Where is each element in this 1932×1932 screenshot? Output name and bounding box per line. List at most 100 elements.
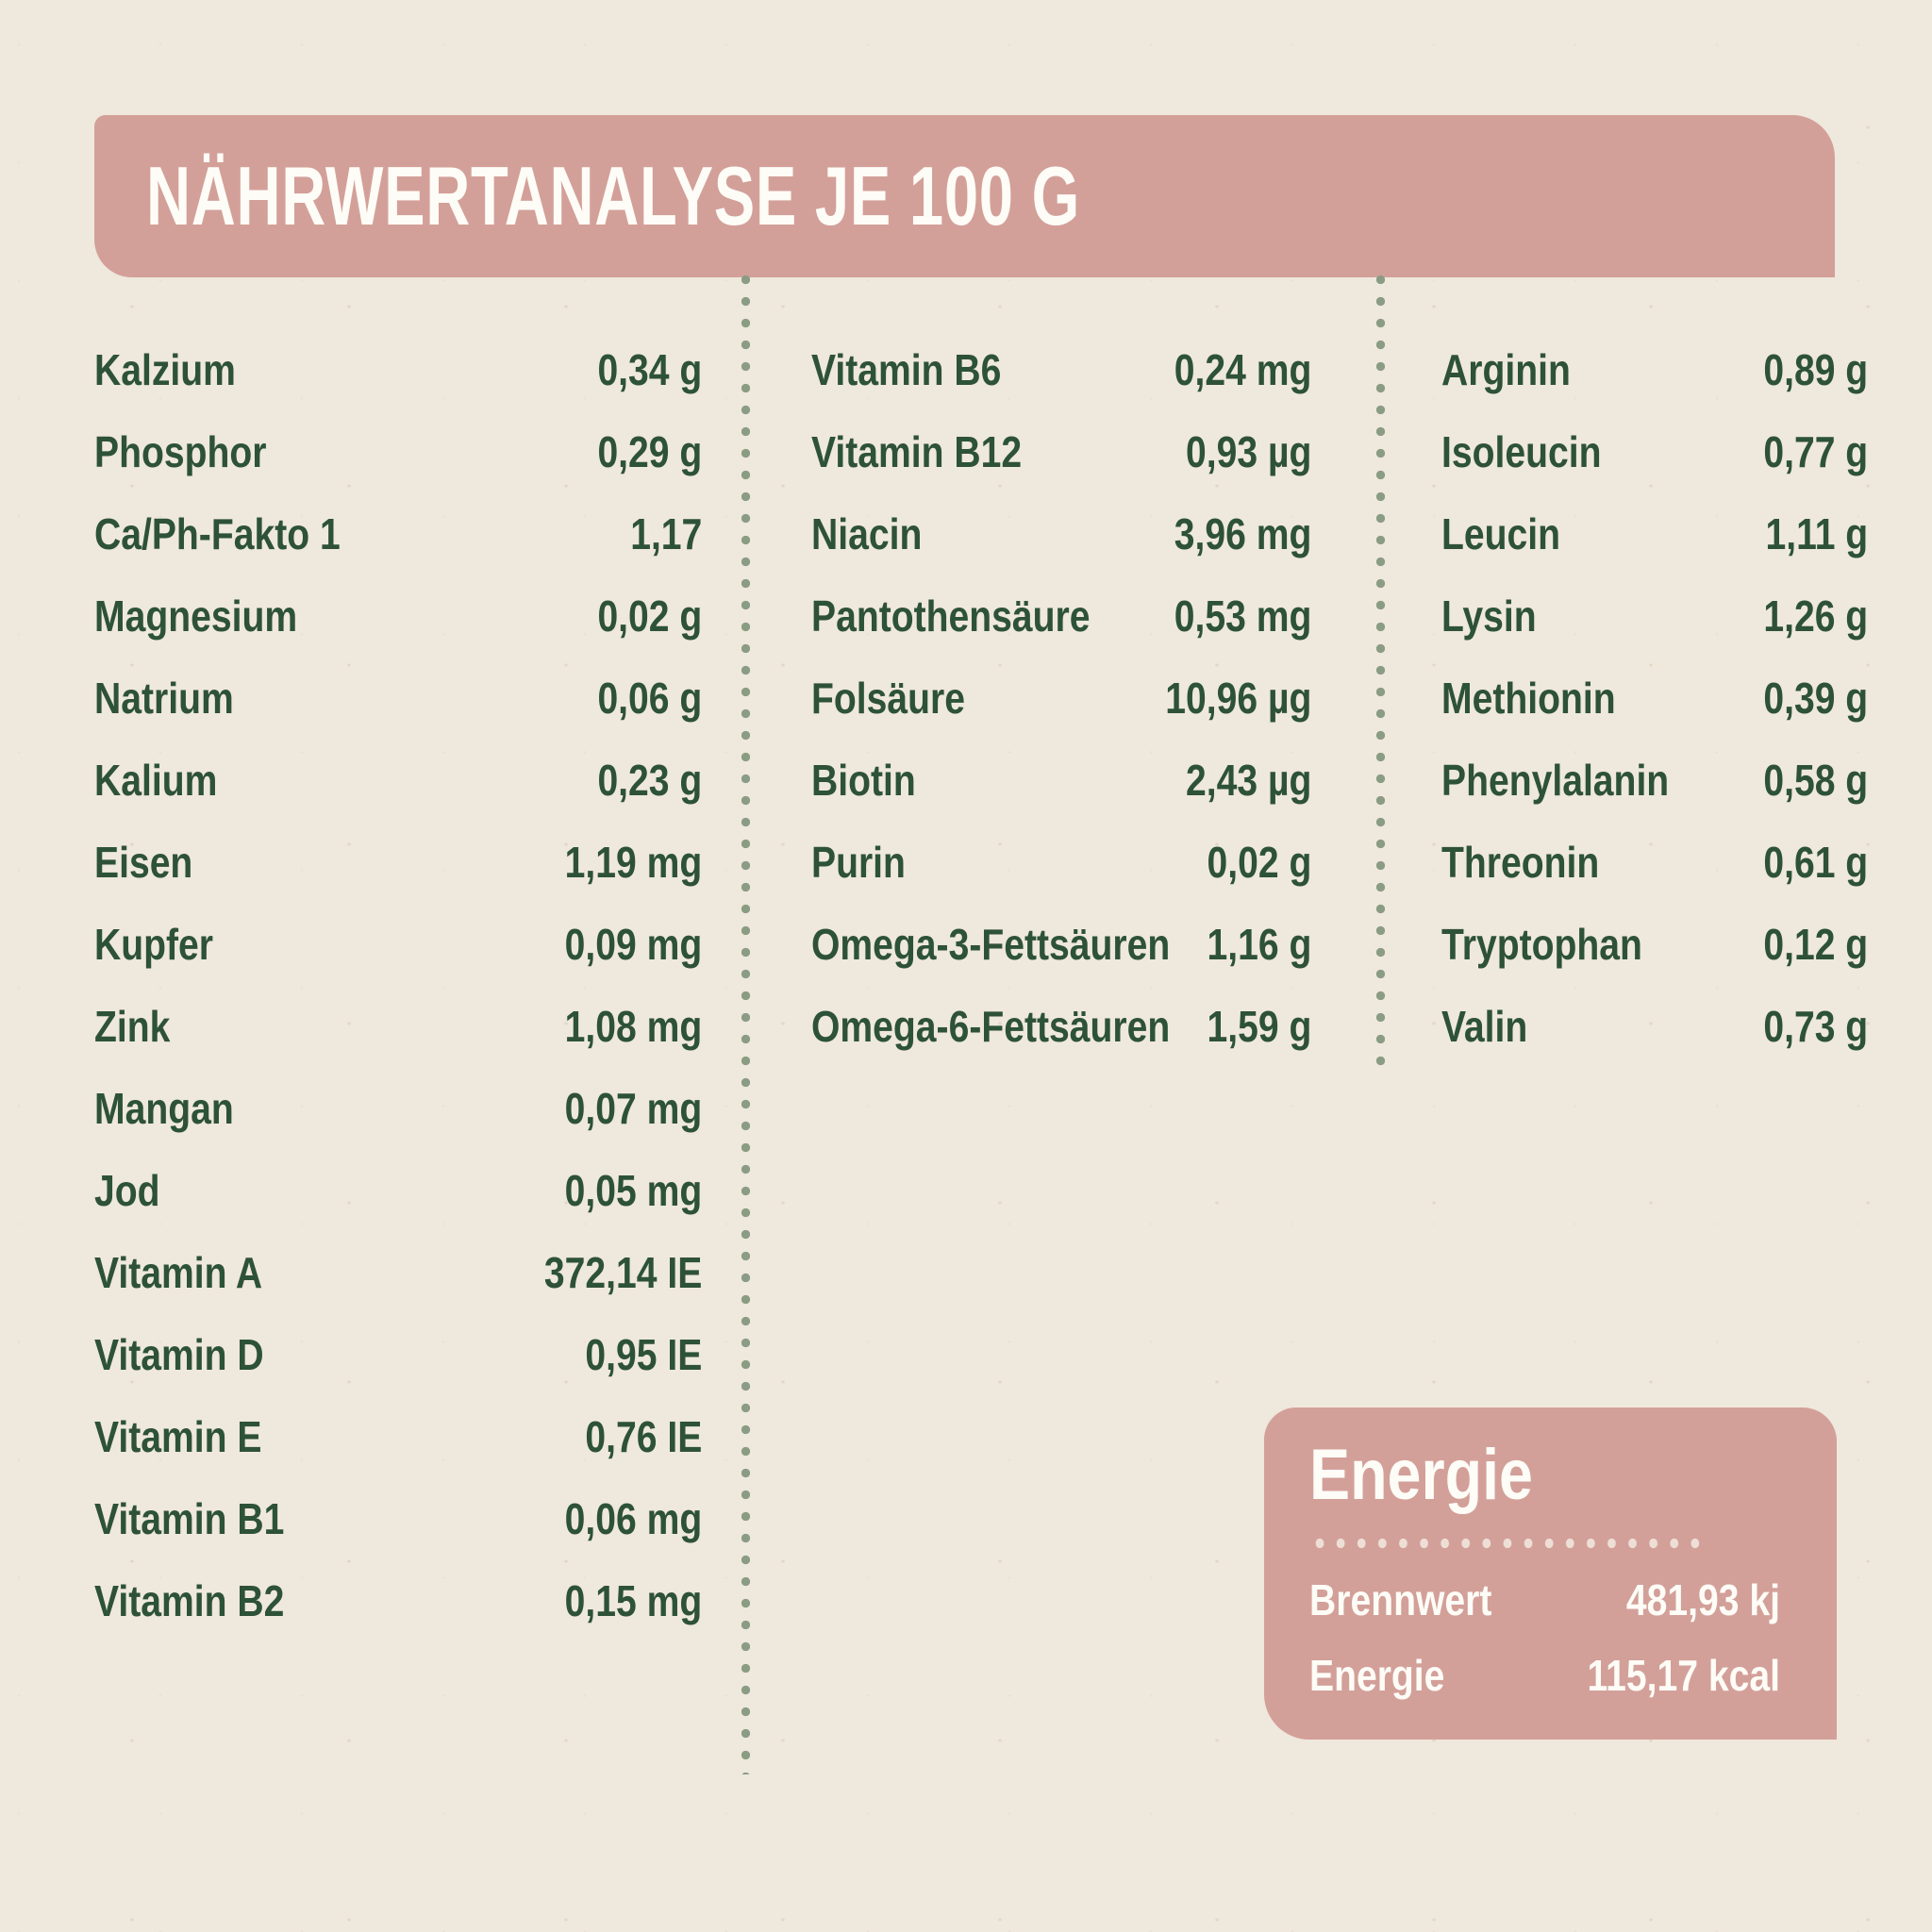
nutrient-row: Kalzium 0,34 g (94, 328, 702, 410)
nutrient-row: Vitamin B1 0,06 mg (94, 1477, 702, 1559)
energy-row: Energie 115,17 kcal (1309, 1638, 1780, 1713)
nutrient-label: Purin (811, 837, 906, 887)
nutrient-value: 0,58 g (1763, 755, 1869, 805)
header-banner: NÄHRWERTANALYSE JE 100 G (94, 115, 1835, 277)
nutrient-value: 1,26 g (1763, 591, 1869, 641)
dotted-separator-1 (741, 269, 750, 1774)
nutrient-value: 0,05 mg (564, 1165, 703, 1215)
nutrient-row: Ca/Ph-Fakto 1 1,17 (94, 492, 702, 575)
nutrient-value: 0,24 mg (1174, 344, 1312, 394)
nutrient-value: 0,76 IE (585, 1411, 703, 1461)
nutrient-value: 1,16 g (1207, 919, 1312, 969)
nutrient-label: Pantothensäure (811, 591, 1091, 641)
nutrient-label: Vitamin E (94, 1411, 262, 1461)
nutrient-row: Mangan 0,07 mg (94, 1067, 702, 1149)
nutrient-value: 2,43 µg (1186, 755, 1312, 805)
nutrient-label: Magnesium (94, 591, 298, 641)
nutrient-row: Biotin 2,43 µg (811, 739, 1311, 821)
nutrient-row: Valin 0,73 g (1441, 985, 1868, 1067)
nutrient-label: Biotin (811, 755, 916, 805)
nutrient-label: Phosphor (94, 426, 267, 476)
nutrient-row: Niacin 3,96 mg (811, 492, 1311, 575)
nutrient-value: 3,96 mg (1174, 508, 1312, 558)
nutrient-label: Vitamin B1 (94, 1493, 285, 1543)
nutrient-row: Omega-6-Fettsäuren 1,59 g (811, 985, 1311, 1067)
nutrient-label: Ca/Ph-Fakto 1 (94, 508, 341, 558)
nutrient-label: Jod (94, 1165, 160, 1215)
nutrient-row: Phosphor 0,29 g (94, 410, 702, 492)
nutrient-row: Vitamin B12 0,93 µg (811, 410, 1311, 492)
nutrient-row: Vitamin A 372,14 IE (94, 1231, 702, 1313)
nutrient-value: 0,73 g (1763, 1001, 1869, 1051)
nutrient-label: Vitamin B2 (94, 1575, 285, 1625)
nutrient-value: 0,53 mg (1174, 591, 1312, 641)
nutrient-row: Zink 1,08 mg (94, 985, 702, 1067)
nutrient-row: Eisen 1,19 mg (94, 821, 702, 903)
nutrient-label: Kupfer (94, 919, 213, 969)
nutrient-row: Leucin 1,11 g (1441, 492, 1868, 575)
nutrient-value: 0,93 µg (1186, 426, 1312, 476)
nutrient-value: 0,07 mg (564, 1083, 703, 1133)
nutrient-value: 1,17 (630, 508, 703, 558)
nutrient-row: Methionin 0,39 g (1441, 657, 1868, 739)
nutrient-value: 0,09 mg (564, 919, 703, 969)
energy-value: 115,17 kcal (1587, 1651, 1780, 1700)
nutrient-value: 0,23 g (597, 755, 703, 805)
nutrient-row: Vitamin D 0,95 IE (94, 1313, 702, 1395)
nutrient-label: Phenylalanin (1441, 755, 1670, 805)
nutrient-label: Mangan (94, 1083, 234, 1133)
nutrient-value: 0,77 g (1763, 426, 1869, 476)
nutrient-value: 10,96 µg (1165, 673, 1312, 723)
dotted-separator-2 (1376, 269, 1385, 1078)
nutrient-row: Pantothensäure 0,53 mg (811, 575, 1311, 657)
nutrient-row: Vitamin B2 0,15 mg (94, 1559, 702, 1641)
nutrient-row: Tryptophan 0,12 g (1441, 903, 1868, 985)
energy-label: Energie (1309, 1651, 1445, 1700)
nutrient-label: Omega-6-Fettsäuren (811, 1001, 1171, 1051)
nutrient-value: 0,89 g (1763, 344, 1869, 394)
nutrient-value: 1,59 g (1207, 1001, 1312, 1051)
energy-box-content: Energie Brennwert 481,93 kj Energie 115,… (1309, 1440, 1780, 1713)
nutrient-row: Vitamin E 0,76 IE (94, 1395, 702, 1477)
nutrient-label: Methionin (1441, 673, 1616, 723)
nutrient-label: Vitamin B12 (811, 426, 1023, 476)
nutrient-row: Phenylalanin 0,58 g (1441, 739, 1868, 821)
nutrient-value: 372,14 IE (543, 1247, 703, 1297)
nutrient-label: Eisen (94, 837, 193, 887)
nutrient-row: Lysin 1,26 g (1441, 575, 1868, 657)
nutrient-value: 0,15 mg (564, 1575, 703, 1625)
nutrient-row: Kalium 0,23 g (94, 739, 702, 821)
nutrient-value: 1,08 mg (564, 1001, 703, 1051)
nutrient-value: 0,02 g (1207, 837, 1312, 887)
nutrient-label: Tryptophan (1441, 919, 1642, 969)
nutrient-row: Jod 0,05 mg (94, 1149, 702, 1231)
nutrient-label: Arginin (1441, 344, 1571, 394)
energy-box-title: Energie (1309, 1435, 1533, 1515)
nutrient-value: 0,95 IE (585, 1329, 703, 1379)
nutrient-row: Isoleucin 0,77 g (1441, 410, 1868, 492)
nutrient-value: 0,29 g (597, 426, 703, 476)
nutrient-row: Purin 0,02 g (811, 821, 1311, 903)
dotted-separator-energy (1309, 1538, 1710, 1549)
energy-value: 481,93 kj (1625, 1575, 1780, 1624)
nutrient-label: Niacin (811, 508, 923, 558)
energy-row: Brennwert 481,93 kj (1309, 1562, 1780, 1638)
nutrient-row: Arginin 0,89 g (1441, 328, 1868, 410)
energy-label: Brennwert (1309, 1575, 1492, 1624)
nutrient-label: Valin (1441, 1001, 1528, 1051)
nutrient-value: 0,39 g (1763, 673, 1869, 723)
nutrient-label: Vitamin B6 (811, 344, 1002, 394)
nutrient-column-amino-acids: Arginin 0,89 g Isoleucin 0,77 g Leucin 1… (1441, 328, 1868, 1067)
nutrient-label: Kalzium (94, 344, 236, 394)
nutrient-column-minerals-vitamins: Kalzium 0,34 g Phosphor 0,29 g Ca/Ph-Fak… (94, 328, 702, 1641)
nutrient-label: Leucin (1441, 508, 1561, 558)
nutrient-label: Vitamin D (94, 1329, 264, 1379)
nutrient-row: Omega-3-Fettsäuren 1,16 g (811, 903, 1311, 985)
nutrient-value: 1,19 mg (564, 837, 703, 887)
nutrient-value: 0,06 mg (564, 1493, 703, 1543)
nutrient-label: Omega-3-Fettsäuren (811, 919, 1171, 969)
nutrient-row: Magnesium 0,02 g (94, 575, 702, 657)
nutrient-row: Threonin 0,61 g (1441, 821, 1868, 903)
nutrient-label: Isoleucin (1441, 426, 1602, 476)
